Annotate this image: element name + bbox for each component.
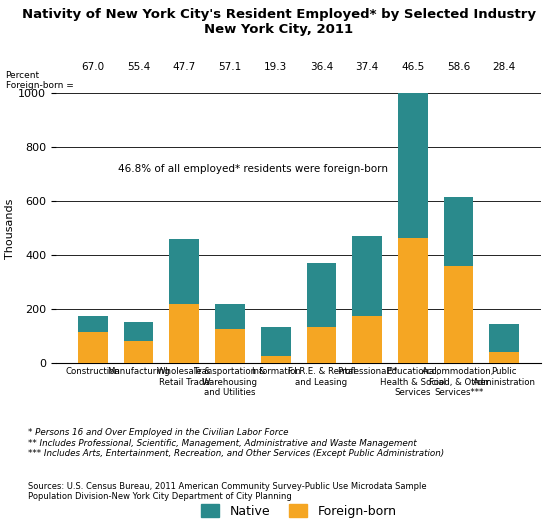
Text: 67.0: 67.0 xyxy=(81,62,104,72)
Text: New York City, 2011: New York City, 2011 xyxy=(204,23,354,36)
Text: Nativity of New York City's Resident Employed* by Selected Industry: Nativity of New York City's Resident Emp… xyxy=(22,8,536,21)
Bar xyxy=(78,332,108,363)
Y-axis label: Thousands: Thousands xyxy=(5,198,15,258)
Bar xyxy=(306,264,336,327)
Bar xyxy=(489,324,519,352)
Text: * Persons 16 and Over Employed in the Civilian Labor Force: * Persons 16 and Over Employed in the Ci… xyxy=(28,428,288,437)
Text: Population Division-New York City Department of City Planning: Population Division-New York City Depart… xyxy=(28,492,292,501)
Bar xyxy=(261,356,291,363)
Bar xyxy=(78,316,108,332)
Text: 47.7: 47.7 xyxy=(172,62,196,72)
Text: 58.6: 58.6 xyxy=(447,62,470,72)
Bar xyxy=(306,327,336,363)
Text: 37.4: 37.4 xyxy=(355,62,379,72)
Bar xyxy=(444,266,473,363)
Text: Percent
Foreign-born =: Percent Foreign-born = xyxy=(6,71,73,90)
Text: 55.4: 55.4 xyxy=(127,62,150,72)
Text: 36.4: 36.4 xyxy=(310,62,333,72)
Bar xyxy=(444,197,473,266)
Text: 46.5: 46.5 xyxy=(401,62,425,72)
Text: 57.1: 57.1 xyxy=(218,62,242,72)
Text: Sources: U.S. Census Bureau, 2011 American Community Survey-Public Use Microdata: Sources: U.S. Census Bureau, 2011 Americ… xyxy=(28,482,426,490)
Bar xyxy=(352,316,382,363)
Text: ** Includes Professional, Scientific, Management, Administrative and Waste Manag: ** Includes Professional, Scientific, Ma… xyxy=(28,439,416,447)
Bar xyxy=(398,238,428,363)
Bar xyxy=(215,304,245,329)
Text: *** Includes Arts, Entertainment, Recreation, and Other Services (Except Public : *** Includes Arts, Entertainment, Recrea… xyxy=(28,449,444,458)
Bar xyxy=(489,352,519,363)
Bar xyxy=(124,322,153,340)
Bar xyxy=(169,304,199,363)
Bar xyxy=(169,239,199,304)
Bar xyxy=(398,93,428,238)
Text: 19.3: 19.3 xyxy=(264,62,287,72)
Text: 46.8% of all employed* residents were foreign-born: 46.8% of all employed* residents were fo… xyxy=(118,164,388,174)
Bar xyxy=(261,327,291,356)
Bar xyxy=(215,329,245,363)
Bar xyxy=(124,340,153,363)
Legend: Native, Foreign-born: Native, Foreign-born xyxy=(196,499,401,519)
Bar xyxy=(352,237,382,316)
Text: 28.4: 28.4 xyxy=(493,62,516,72)
